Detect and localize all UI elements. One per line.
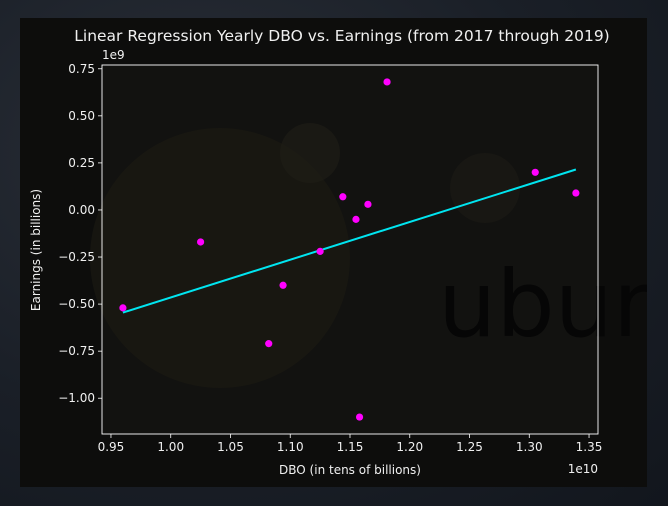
bokeh-circle — [90, 128, 350, 388]
x-tick-label: 1.30 — [516, 440, 543, 454]
data-point — [383, 78, 391, 86]
y-axis-label: Earnings (in billions) — [29, 189, 43, 311]
data-point — [279, 281, 287, 289]
plot-frame — [101, 64, 599, 435]
x-tick-label: 1.35 — [576, 440, 603, 454]
data-point — [339, 193, 347, 201]
x-axis-label: DBO (in tens of billions) — [279, 463, 421, 477]
chart-figure: ubun Linear Regression Yearly DBO vs. Ea… — [20, 18, 668, 487]
x-tick-label: 1.00 — [157, 440, 184, 454]
x-axis-ticks: 0.95 1.00 1.05 1.10 1.15 1.20 1.25 1.30 1.35 — [98, 434, 603, 454]
chart-title: Linear Regression Yearly DBO vs. Earning… — [74, 27, 609, 45]
data-point — [119, 304, 127, 312]
scatter-chart: ubun Linear Regression Yearly DBO vs. Ea… — [29, 27, 668, 477]
watermark-text: ubun — [438, 251, 647, 358]
y-tick-label: −0.50 — [58, 297, 95, 311]
y-tick-label: 0.50 — [68, 109, 95, 123]
plot-background: ubun — [90, 65, 668, 434]
x-tick-label: 1.15 — [337, 440, 364, 454]
y-tick-label: 0.25 — [68, 156, 95, 170]
data-point — [355, 413, 364, 421]
chart-marks — [119, 78, 580, 421]
data-point — [197, 238, 205, 246]
y-tick-label: −0.75 — [58, 344, 95, 358]
y-tick-label: −1.00 — [58, 391, 95, 405]
y-tick-label: 0.00 — [68, 203, 95, 217]
x-tick-label: 1.25 — [456, 440, 483, 454]
x-tick-label: 1.10 — [277, 440, 304, 454]
y-tick-label: −0.25 — [58, 250, 95, 264]
y-offset-label: 1e9 — [102, 48, 125, 62]
x-tick-label: 0.95 — [98, 440, 125, 454]
data-point — [316, 247, 324, 255]
bokeh-circle — [280, 123, 340, 183]
y-tick-label: 0.75 — [68, 62, 95, 76]
y-axis-ticks: −1.00 −0.75 −0.50 −0.25 0.00 0.25 0.50 0.75 — [58, 62, 102, 405]
bokeh-circle — [450, 153, 520, 223]
data-point — [352, 215, 360, 223]
x-tick-label: 1.20 — [396, 440, 423, 454]
x-tick-label: 1.05 — [217, 440, 244, 454]
regression-line — [122, 168, 577, 314]
data-point — [531, 168, 539, 176]
data-point — [572, 189, 580, 197]
data-point — [265, 340, 273, 348]
x-offset-label: 1e10 — [568, 462, 598, 476]
data-point — [364, 200, 372, 208]
